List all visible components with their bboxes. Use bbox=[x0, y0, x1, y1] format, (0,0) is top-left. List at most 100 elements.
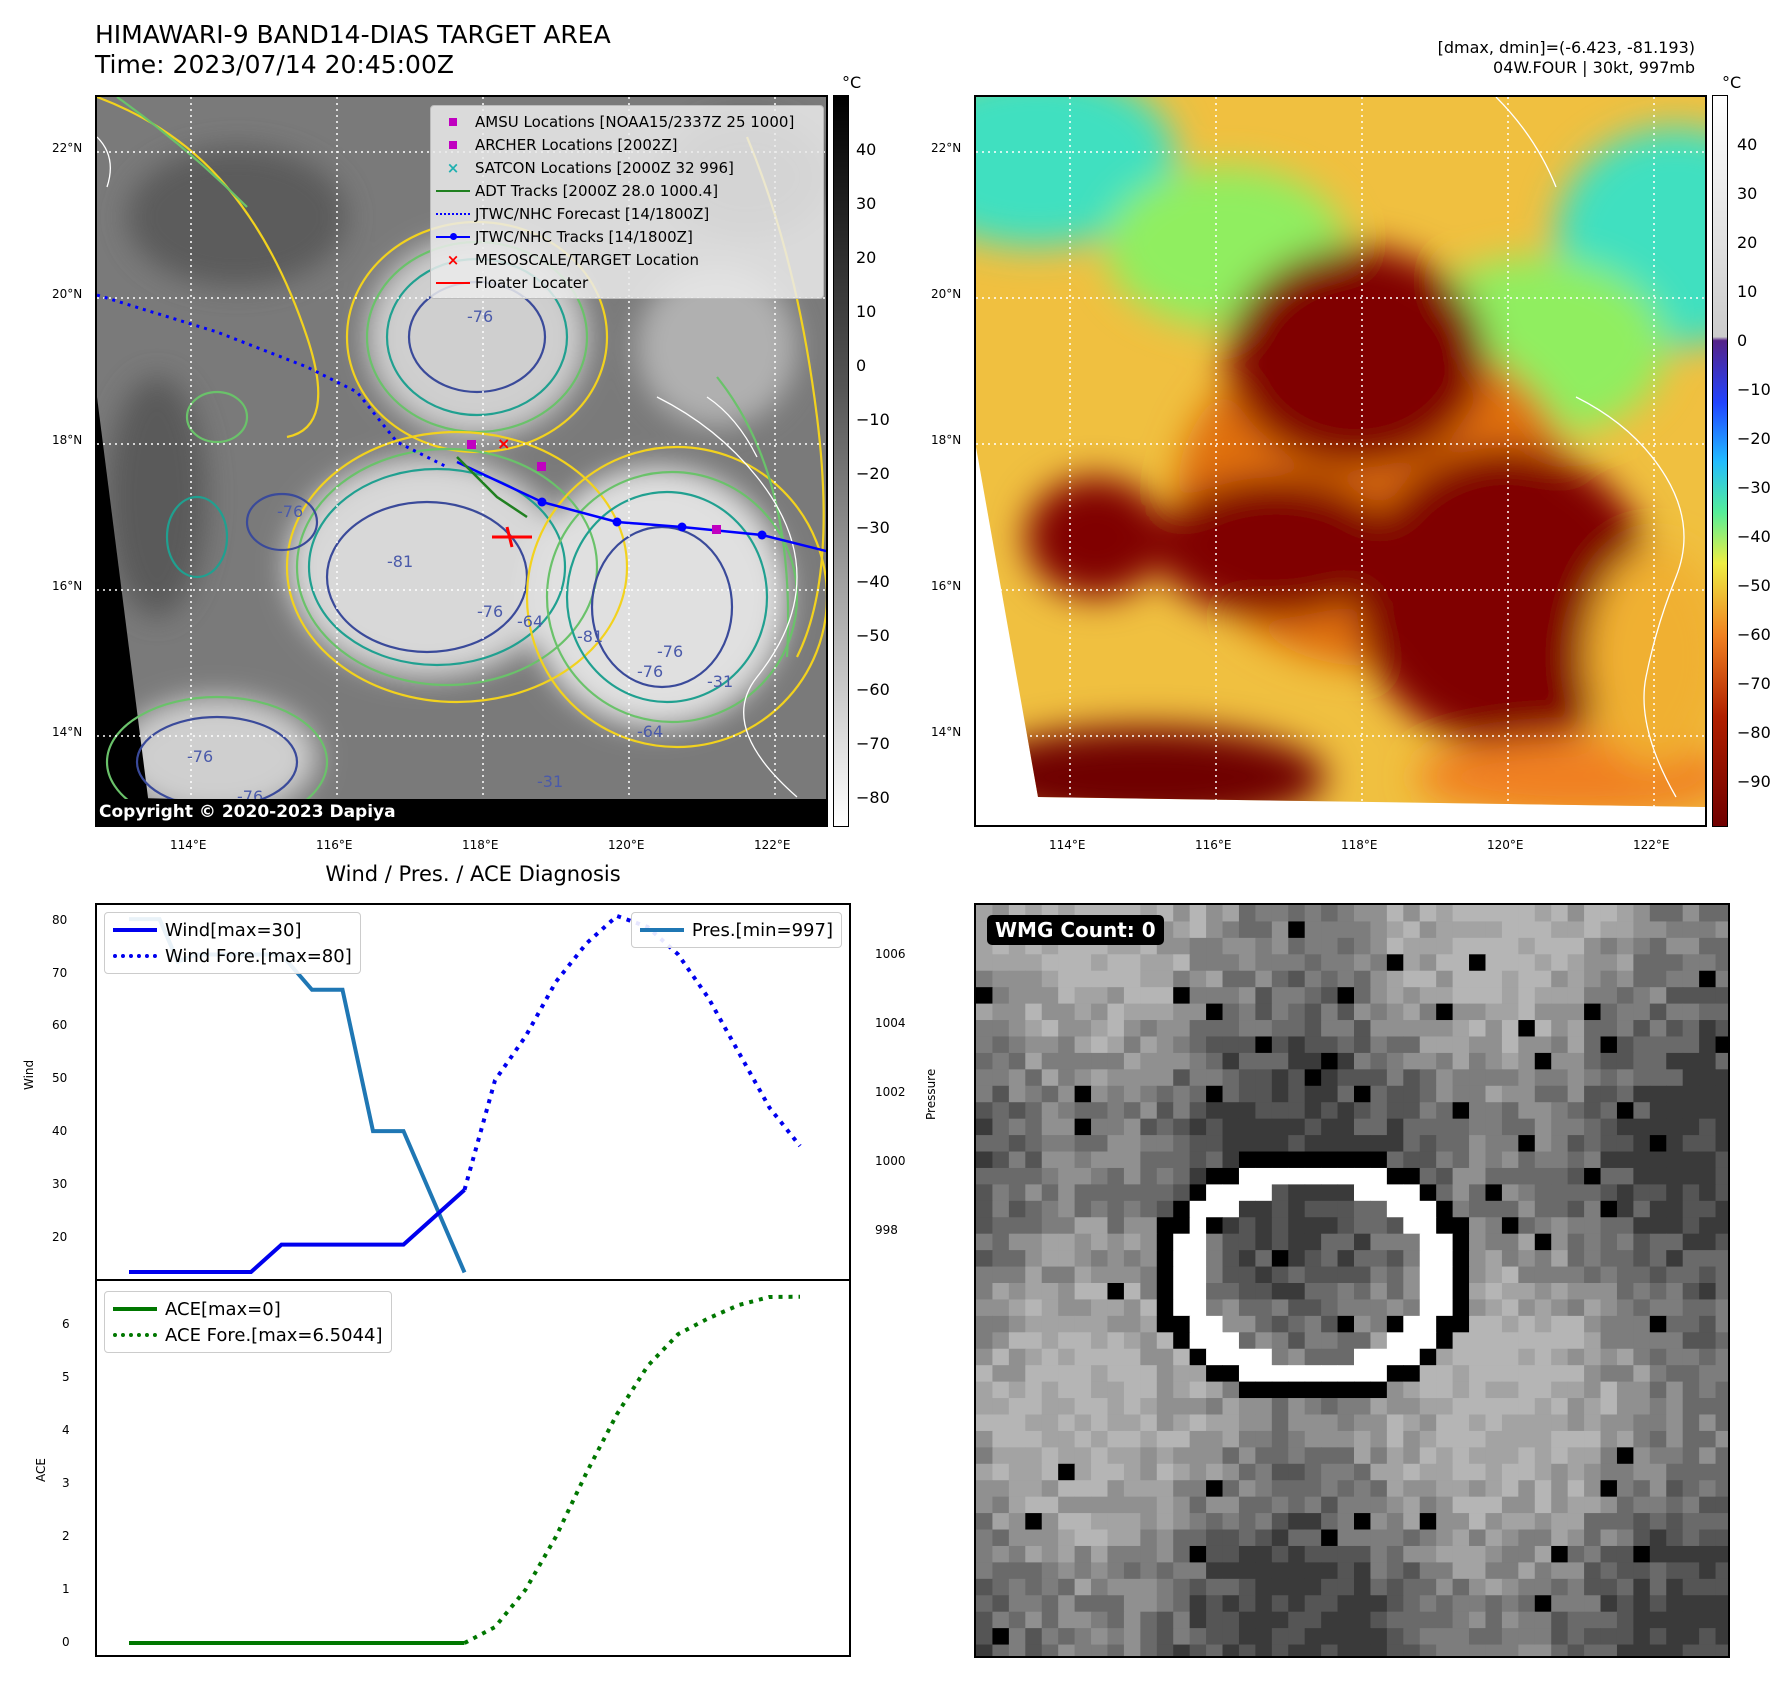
colorbar-tick: 0 bbox=[1737, 331, 1748, 350]
ace-svg bbox=[129, 1294, 801, 1646]
legend-label: MESOSCALE/TARGET Location bbox=[475, 250, 700, 269]
ace-tick: 2 bbox=[62, 1529, 70, 1543]
wmg-pixel-grid bbox=[976, 905, 1728, 1656]
copyright-label: Copyright © 2020-2023 Dapiya bbox=[95, 799, 827, 825]
wind-tick: 40 bbox=[52, 1124, 68, 1138]
ace-tick: 5 bbox=[62, 1370, 70, 1384]
lat-tick: 22°N bbox=[52, 141, 83, 155]
wmg-count-badge: WMG Count: 0 bbox=[987, 915, 1164, 945]
colorbar-tick: −10 bbox=[1737, 380, 1771, 399]
legend-wind: Wind[max=30] bbox=[113, 917, 352, 943]
colorbar-tick: 30 bbox=[856, 194, 877, 213]
pres-tick: 1004 bbox=[875, 1016, 906, 1030]
solid-line-icon bbox=[113, 928, 157, 932]
wind-ylabel: Wind bbox=[22, 1059, 36, 1090]
contour-label: -31 bbox=[537, 772, 563, 791]
square-marker-icon bbox=[431, 140, 475, 149]
colorbar-tick: −20 bbox=[1737, 429, 1771, 448]
line-marker-icon bbox=[431, 281, 475, 284]
wind-forecast-line bbox=[462, 913, 802, 1191]
lat-tick: 22°N bbox=[931, 141, 962, 155]
figure-title: HIMAWARI-9 BAND14-DIAS TARGET AREA bbox=[95, 20, 611, 49]
legend-label: Pres.[min=997] bbox=[691, 919, 833, 941]
color-colorbar bbox=[1712, 95, 1728, 827]
dotted-line-icon bbox=[113, 954, 157, 958]
lon-tick: 118°E bbox=[462, 838, 499, 852]
wind-tick: 50 bbox=[52, 1071, 68, 1085]
legend-floater: Floater Locater bbox=[431, 271, 823, 294]
pres-legend: Pres.[min=997] bbox=[630, 912, 842, 948]
lon-tick: 114°E bbox=[170, 838, 207, 852]
colorbar-tick: −40 bbox=[856, 572, 890, 591]
line-marker-icon bbox=[431, 189, 475, 192]
contour-label: -76 bbox=[187, 747, 213, 766]
legend-label: AMSU Locations [NOAA15/2337Z 25 1000] bbox=[475, 112, 795, 131]
colorbar-tick: 40 bbox=[856, 140, 877, 159]
ace-tick: 3 bbox=[62, 1476, 70, 1490]
contour-label: -76 bbox=[467, 307, 493, 326]
wind-tick: 70 bbox=[52, 966, 68, 980]
colorbar-tick: −10 bbox=[856, 410, 890, 429]
ir-color-map bbox=[974, 95, 1707, 827]
pres-tick: 1006 bbox=[875, 947, 906, 961]
wind-line bbox=[129, 1188, 466, 1275]
colorbar-tick: 10 bbox=[856, 302, 877, 321]
legend-label: ARCHER Locations [2002Z] bbox=[475, 135, 678, 154]
legend-label: SATCON Locations [2000Z 32 996] bbox=[475, 158, 734, 177]
x-marker-icon: × bbox=[446, 250, 460, 269]
colorbar-tick: −50 bbox=[1737, 576, 1771, 595]
x-marker-icon: × bbox=[446, 158, 460, 177]
colorbar-tick: −80 bbox=[856, 788, 890, 807]
figure-time: Time: 2023/07/14 20:45:00Z bbox=[95, 50, 454, 79]
wind-tick: 80 bbox=[52, 913, 68, 927]
wind-tick: 60 bbox=[52, 1018, 68, 1032]
legend-label: Wind Fore.[max=80] bbox=[165, 945, 352, 967]
colorbar-tick: −90 bbox=[1737, 772, 1771, 791]
lon-tick: 120°E bbox=[1487, 838, 1524, 852]
wind-tick: 30 bbox=[52, 1177, 68, 1191]
dmax-dmin-label: [dmax, dmin]=(-6.423, -81.193) bbox=[1437, 38, 1695, 57]
legend-amsu: AMSU Locations [NOAA15/2337Z 25 1000] bbox=[431, 110, 823, 133]
lon-tick: 114°E bbox=[1049, 838, 1086, 852]
wind-tick: 20 bbox=[52, 1230, 68, 1244]
contour-label: -76 bbox=[277, 502, 303, 521]
colorbar-tick: −50 bbox=[856, 626, 890, 645]
lat-tick: 16°N bbox=[931, 579, 962, 593]
legend-mesoscale: × MESOSCALE/TARGET Location bbox=[431, 248, 823, 271]
legend-label: Wind[max=30] bbox=[165, 919, 302, 941]
colorbar-tick: −30 bbox=[856, 518, 890, 537]
legend-label: Floater Locater bbox=[475, 273, 589, 292]
colorbar-tick: −60 bbox=[856, 680, 890, 699]
contour-label: -31 bbox=[707, 672, 733, 691]
lat-tick: 14°N bbox=[52, 725, 83, 739]
lat-tick: 14°N bbox=[931, 725, 962, 739]
contour-label: -76 bbox=[637, 662, 663, 681]
ace-tick: 0 bbox=[62, 1635, 70, 1649]
colorbar-tick: 20 bbox=[1737, 233, 1758, 252]
dotted-line-icon bbox=[431, 212, 475, 215]
legend-adt: ADT Tracks [2000Z 28.0 1000.4] bbox=[431, 179, 823, 202]
dotted-line-icon bbox=[113, 1333, 157, 1337]
ace-legend: ACE[max=0] ACE Fore.[max=6.5044] bbox=[104, 1291, 392, 1353]
solid-line-icon bbox=[639, 928, 684, 932]
colorbar-unit: °C bbox=[1722, 73, 1742, 92]
legend-ace: ACE[max=0] bbox=[113, 1296, 383, 1322]
map-legend: AMSU Locations [NOAA15/2337Z 25 1000] AR… bbox=[430, 105, 824, 299]
contour-label: -64 bbox=[517, 612, 543, 631]
contour-label: -76 bbox=[477, 602, 503, 621]
wind-legend: Wind[max=30] Wind Fore.[max=80] bbox=[104, 912, 361, 974]
colorbar-tick: 0 bbox=[856, 356, 867, 375]
legend-label: ADT Tracks [2000Z 28.0 1000.4] bbox=[475, 181, 719, 200]
gray-colorbar bbox=[833, 95, 849, 827]
lat-tick: 20°N bbox=[931, 287, 962, 301]
ir-color-map-svg bbox=[976, 97, 1705, 825]
lat-tick: 18°N bbox=[931, 433, 962, 447]
legend-ace-fore: ACE Fore.[max=6.5044] bbox=[113, 1322, 383, 1348]
ace-tick: 4 bbox=[62, 1423, 70, 1437]
lat-tick: 16°N bbox=[52, 579, 83, 593]
pres-ylabel: Pressure bbox=[924, 1068, 938, 1120]
pres-tick: 998 bbox=[875, 1223, 898, 1237]
wmg-panel bbox=[974, 903, 1730, 1658]
line-dot-icon bbox=[431, 233, 475, 240]
contour-label: -64 bbox=[637, 722, 663, 741]
